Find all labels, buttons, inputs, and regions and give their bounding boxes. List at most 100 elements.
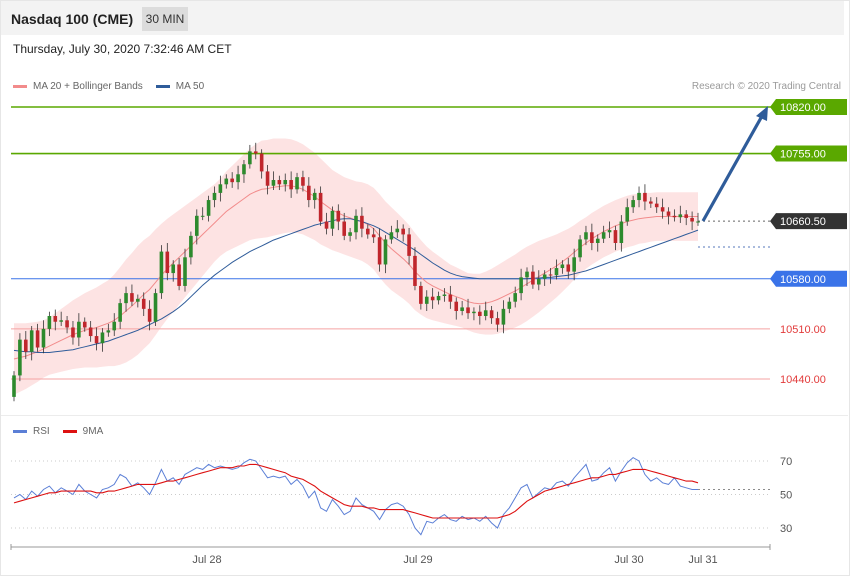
candle-body bbox=[696, 221, 700, 223]
candle-body bbox=[348, 232, 352, 236]
candle-body bbox=[265, 171, 270, 186]
legend-rsi-label: RSI bbox=[33, 426, 50, 437]
candle-body bbox=[23, 339, 28, 352]
candle-body bbox=[88, 327, 93, 337]
candle-body bbox=[82, 321, 87, 328]
candle-body bbox=[601, 232, 606, 239]
candle-body bbox=[212, 192, 217, 201]
rsi-legend: RSI 9MA bbox=[13, 426, 116, 437]
x-tick-label: Jul 29 bbox=[403, 554, 432, 566]
ma9-swatch bbox=[62, 430, 77, 433]
candle-body bbox=[377, 237, 382, 265]
candle-body bbox=[572, 257, 576, 272]
candle-body bbox=[489, 310, 494, 319]
candle-body bbox=[495, 318, 500, 325]
x-tick-label: Jul 30 bbox=[614, 554, 643, 566]
candle-body bbox=[613, 230, 618, 243]
candle-body bbox=[401, 228, 405, 235]
candle-body bbox=[554, 268, 559, 276]
candle-body bbox=[684, 214, 689, 218]
legend-9ma-label: 9MA bbox=[82, 426, 104, 437]
candle-body bbox=[336, 210, 341, 222]
candle-body bbox=[371, 234, 376, 238]
candle-body bbox=[678, 214, 683, 218]
candle-body bbox=[460, 307, 464, 311]
candle-body bbox=[12, 375, 16, 397]
candle-body bbox=[590, 232, 594, 243]
level-tag bbox=[770, 213, 847, 230]
candle-body bbox=[625, 207, 630, 222]
candle-body bbox=[59, 320, 63, 322]
candle-body bbox=[660, 207, 665, 212]
rsi-ma-line bbox=[13, 463, 699, 519]
candle-body bbox=[619, 221, 624, 243]
candle-body bbox=[248, 151, 252, 165]
candle-body bbox=[165, 251, 170, 274]
candle-body bbox=[147, 308, 152, 322]
candle-body bbox=[430, 296, 435, 301]
candle-body bbox=[324, 221, 329, 229]
candle-body bbox=[171, 264, 176, 274]
candle-body bbox=[643, 192, 647, 202]
candle-body bbox=[483, 310, 488, 317]
candle-body bbox=[649, 201, 653, 204]
timeframe-button[interactable]: 30 MIN bbox=[142, 7, 188, 31]
candle-body bbox=[189, 235, 193, 258]
candle-body bbox=[330, 210, 335, 229]
legend-ma20: MA 20 + Bollinger Bands bbox=[13, 81, 143, 92]
legend-ma50-label: MA 50 bbox=[175, 81, 205, 92]
rsi-level-label: 70 bbox=[780, 456, 792, 468]
ma20-swatch bbox=[13, 85, 27, 88]
candle-body bbox=[413, 255, 417, 286]
candle-body bbox=[478, 311, 482, 317]
level-label: 10820.00 bbox=[780, 102, 826, 114]
level-label: 10510.00 bbox=[780, 324, 826, 336]
candle-body bbox=[41, 328, 46, 348]
candle-body bbox=[183, 257, 187, 286]
candle-body bbox=[578, 239, 582, 258]
candle-body bbox=[542, 274, 547, 279]
candle-body bbox=[141, 298, 146, 309]
candle-body bbox=[271, 180, 276, 186]
candle-body bbox=[584, 232, 588, 240]
level-tag bbox=[770, 99, 847, 115]
candle-body bbox=[106, 330, 111, 333]
candle-body bbox=[71, 327, 75, 338]
candle-body bbox=[407, 234, 411, 256]
candle-body bbox=[177, 264, 181, 286]
candle-body bbox=[301, 177, 305, 186]
level-label: 10755.00 bbox=[780, 149, 826, 161]
candle-body bbox=[548, 274, 553, 276]
candle-body bbox=[365, 228, 370, 235]
candle-body bbox=[277, 180, 282, 185]
candle-body bbox=[206, 200, 211, 216]
candle-body bbox=[354, 215, 358, 233]
x-tick-label: Jul 31 bbox=[688, 554, 717, 566]
candle-body bbox=[35, 330, 40, 348]
candle-body bbox=[118, 303, 122, 322]
legend-ma20-label: MA 20 + Bollinger Bands bbox=[33, 81, 143, 92]
candle-body bbox=[442, 294, 447, 296]
candle-body bbox=[77, 321, 81, 338]
bollinger-band bbox=[14, 138, 698, 395]
candle-body bbox=[65, 320, 69, 328]
candle-body bbox=[501, 308, 506, 325]
candle-body bbox=[224, 178, 229, 185]
legend-9ma: 9MA bbox=[62, 426, 104, 437]
candle-body bbox=[436, 295, 441, 301]
candle-body bbox=[566, 264, 571, 272]
panel-divider bbox=[1, 415, 848, 416]
candle-body bbox=[218, 184, 223, 193]
level-tag bbox=[770, 145, 847, 162]
candle-body bbox=[531, 271, 535, 285]
candle-body bbox=[312, 192, 317, 201]
candle-body bbox=[360, 215, 364, 229]
candle-body bbox=[466, 307, 470, 314]
candle-body bbox=[395, 228, 400, 233]
candle-body bbox=[654, 203, 659, 208]
price-legend: MA 20 + Bollinger Bands MA 50 bbox=[13, 81, 217, 92]
candle-body bbox=[389, 232, 394, 240]
rsi-line bbox=[13, 456, 698, 536]
candle-body bbox=[637, 192, 641, 201]
